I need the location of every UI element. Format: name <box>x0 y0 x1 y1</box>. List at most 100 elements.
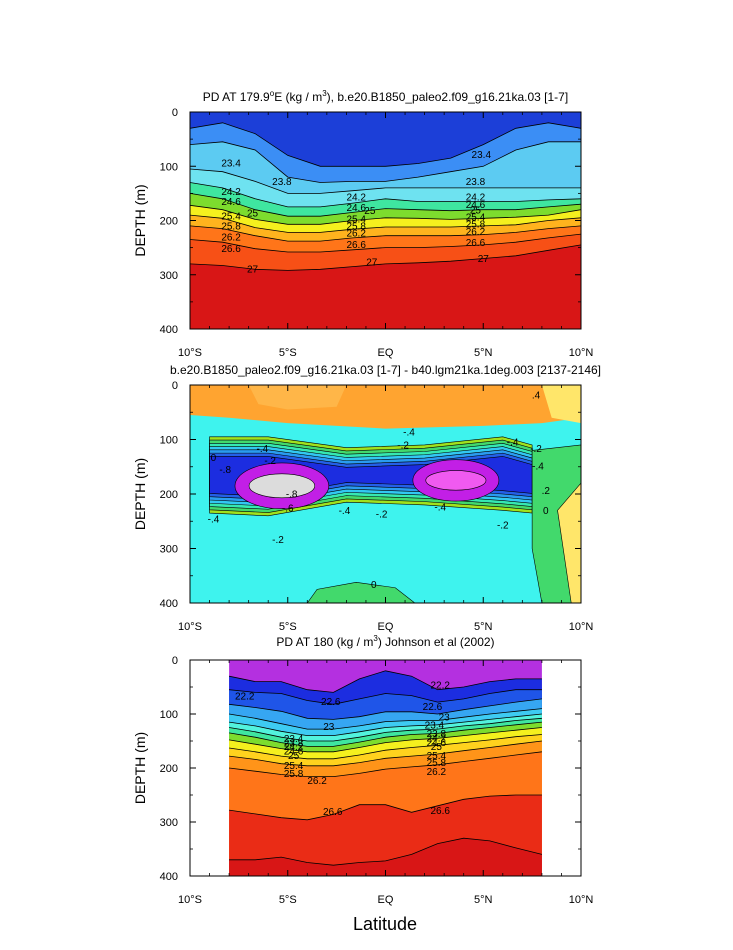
y-tick-label: 200 <box>160 763 178 775</box>
contour-label: -.4 <box>339 506 351 517</box>
contour-label: 24.2 <box>284 742 304 753</box>
contour-label: -.4 <box>507 437 519 448</box>
panel-middle-difference: -.4-.4 -.2-.2-.8-.8-.6-.4-.4 -.2-.2-.4-.2-… <box>132 363 601 633</box>
contour-line <box>190 244 581 271</box>
contour-label: 23 <box>323 722 335 733</box>
x-tick-label: EQ <box>378 621 394 633</box>
x-tick-label: 10°N <box>569 621 594 633</box>
density-band <box>306 581 416 603</box>
y-tick-label: 400 <box>160 324 178 336</box>
contour-fills <box>190 112 581 329</box>
contour-label: 24.2 <box>427 733 447 744</box>
title-text: E (kg / m <box>274 90 322 104</box>
contour-label: 23.8 <box>466 177 486 188</box>
contour-label: -.4 <box>256 444 268 455</box>
title-superscript: 3 <box>373 634 378 643</box>
contour-label: -.4 <box>208 514 220 525</box>
contour-label: 26.6 <box>323 807 343 818</box>
y-tick-label: 300 <box>160 817 178 829</box>
contour-label: 26.2 <box>346 229 366 240</box>
contour-label: 24.2 <box>221 187 241 198</box>
y-tick-label: 200 <box>160 216 178 228</box>
x-tick-label: 5°S <box>279 347 297 359</box>
contour-label: 25.8 <box>427 758 447 769</box>
x-tick-label: 5°N <box>474 621 493 633</box>
y-tick-label: 100 <box>160 709 178 721</box>
y-axis-label: DEPTH (m) <box>132 184 148 256</box>
contour-label: 22.6 <box>423 702 443 713</box>
contour-line <box>229 740 542 767</box>
density-band <box>425 470 487 491</box>
band-positive-edge <box>541 385 581 424</box>
contour-label: 25.8 <box>346 222 366 233</box>
contour-line <box>229 734 542 760</box>
x-tick-label: 5°S <box>279 621 297 633</box>
contour-label: 23.4 <box>221 159 241 170</box>
contour-line <box>229 751 542 777</box>
y-tick-label: 100 <box>160 435 178 447</box>
x-tick-label: 10°S <box>178 621 202 633</box>
contour-label: 25 <box>247 209 259 220</box>
x-tick-label: 5°S <box>279 894 297 906</box>
panel-top-model-density: 23.423.824.224.62525.425.826.226.62724.2… <box>132 89 593 359</box>
contour-label: 23.4 <box>284 734 304 745</box>
contour-label: 23.8 <box>284 738 304 749</box>
contour-label: 23 <box>439 712 451 723</box>
contour-line <box>229 713 542 736</box>
contour-label: -.4 <box>434 502 446 513</box>
contour-label: .4 <box>532 391 541 402</box>
y-tick-label: 0 <box>172 655 178 667</box>
contour-label: 24.6 <box>427 738 447 749</box>
contour-line <box>229 717 542 742</box>
contour-line <box>229 727 542 753</box>
plot-area <box>190 385 581 603</box>
contour-label: 23.4 <box>425 721 445 732</box>
contour-label: 26.6 <box>346 240 366 251</box>
contour-label: 22.2 <box>431 681 451 692</box>
contour-line <box>229 794 542 821</box>
contour-label: 25.4 <box>221 211 241 222</box>
title-text: ), b.e20.B1850_paleo2.f09_g16.21ka.03 [1… <box>327 90 569 104</box>
contour-label: 26.6 <box>431 806 451 817</box>
contour-label: 25.8 <box>466 219 486 230</box>
contour-label: 26.6 <box>466 238 486 249</box>
x-tick-label: 10°S <box>178 894 202 906</box>
title-text: b.e20.B1850_paleo2.f09_g16.21ka.03 [1-7]… <box>170 363 601 377</box>
plot-area <box>190 660 581 876</box>
title-text: ) Johnson et al (2002) <box>378 635 495 649</box>
y-axis-label: DEPTH (m) <box>132 732 148 804</box>
contour-label: 25.8 <box>221 222 241 233</box>
contour-label: -.4 <box>403 428 415 439</box>
title-text: PD AT 179.9 <box>203 90 270 104</box>
contour-line <box>190 214 581 233</box>
density-band <box>190 244 581 329</box>
contour-label: 25.4 <box>427 751 447 762</box>
contour-fills <box>229 660 542 876</box>
density-band <box>557 482 581 603</box>
contour-label: -.2 <box>376 509 388 520</box>
contour-label: 24.6 <box>221 197 241 208</box>
title-text: PD AT 180 (kg / m <box>276 635 373 649</box>
contour-label: 22.2 <box>235 691 255 702</box>
x-tick-label: 5°N <box>474 894 493 906</box>
contour-fills <box>190 385 581 603</box>
x-tick-label: 10°N <box>569 347 594 359</box>
contour-label: 25 <box>431 742 443 753</box>
density-band <box>229 838 542 876</box>
contour-label: 22.6 <box>321 697 341 708</box>
contour-line <box>229 708 542 730</box>
contour-label: -.2 <box>530 444 542 455</box>
y-tick-label: 300 <box>160 544 178 556</box>
contour-label: -.2 <box>397 441 409 452</box>
contour-label: 27 <box>247 265 259 276</box>
contour-label: -.6 <box>282 503 294 514</box>
contour-label: 25 <box>470 205 482 216</box>
band-upper-core <box>248 385 347 410</box>
contour-label: .2 <box>542 486 551 497</box>
contour-label: 0 <box>543 506 549 517</box>
contour-label: 26.2 <box>307 776 327 787</box>
contour-label: 24.6 <box>346 203 366 214</box>
y-tick-label: 400 <box>160 871 178 883</box>
